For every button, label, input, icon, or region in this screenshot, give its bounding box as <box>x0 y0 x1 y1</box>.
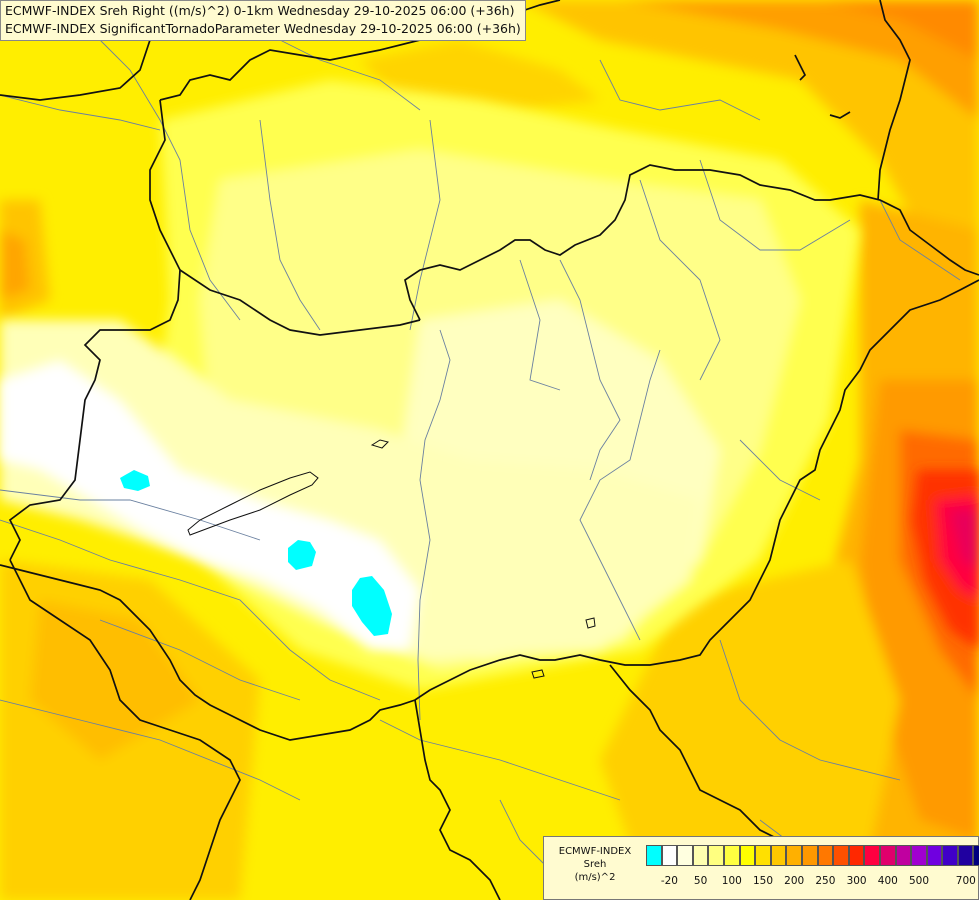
legend-tick-label: 150 <box>752 875 774 887</box>
legend-swatch <box>646 845 662 866</box>
map-title-box: ECMWF-INDEX Sreh Right ((m/s)^2) 0-1km W… <box>0 0 526 41</box>
legend-title-line1: ECMWF-INDEX <box>558 846 632 857</box>
legend-tick-label: 400 <box>877 875 898 887</box>
legend-swatch <box>723 845 740 866</box>
legend-tick-label: 500 <box>908 875 930 887</box>
legend-swatch <box>692 845 709 866</box>
legend-swatch <box>755 845 771 866</box>
legend-swatch <box>817 845 834 866</box>
legend-swatch <box>973 845 979 866</box>
legend-ticks: -20 50 100 150 200 250 300 400 500 700 <box>646 875 976 889</box>
legend-swatch <box>926 845 943 866</box>
lake-outlines <box>187 439 596 679</box>
legend-swatch <box>879 845 896 866</box>
legend-tick-label: 100 <box>721 875 742 887</box>
field-cyan-patches <box>120 470 392 636</box>
legend-tick-label: 300 <box>846 875 867 887</box>
legend-title: ECMWF-INDEX Sreh (m/s)^2 <box>548 845 642 884</box>
rivers <box>0 39 961 900</box>
legend-title-line2: Sreh <box>583 859 607 870</box>
map-title-line1: ECMWF-INDEX Sreh Right ((m/s)^2) 0-1km W… <box>5 3 515 18</box>
legend-swatch <box>942 845 958 866</box>
legend-swatch <box>801 845 818 866</box>
field-low-band <box>0 360 420 650</box>
legend-swatch <box>895 845 912 866</box>
field-high-area <box>912 470 979 650</box>
legend-swatch <box>957 845 974 866</box>
legend-tick-label: 50 <box>693 875 708 887</box>
legend-swatch <box>770 845 787 866</box>
legend-swatch <box>864 845 880 866</box>
legend-tick-label: -20 <box>660 875 678 887</box>
legend-tick-label: 250 <box>815 875 836 887</box>
legend-swatch <box>848 845 865 866</box>
legend-swatch <box>677 845 693 866</box>
map-title-line2: ECMWF-INDEX SignificantTornadoParameter … <box>5 21 521 36</box>
color-legend: ECMWF-INDEX Sreh (m/s)^2 -20 50 100 150 200 2… <box>543 836 979 900</box>
legend-swatch <box>661 845 678 866</box>
legend-tick-label: 200 <box>784 875 805 887</box>
legend-swatch <box>833 845 849 866</box>
legend-swatches <box>646 845 979 866</box>
legend-swatch <box>739 845 756 866</box>
legend-swatch <box>708 845 724 866</box>
legend-swatch <box>786 845 802 866</box>
legend-swatch <box>911 845 927 866</box>
legend-title-line3: (m/s)^2 <box>574 872 616 883</box>
legend-tick-label: 700 <box>955 875 976 887</box>
